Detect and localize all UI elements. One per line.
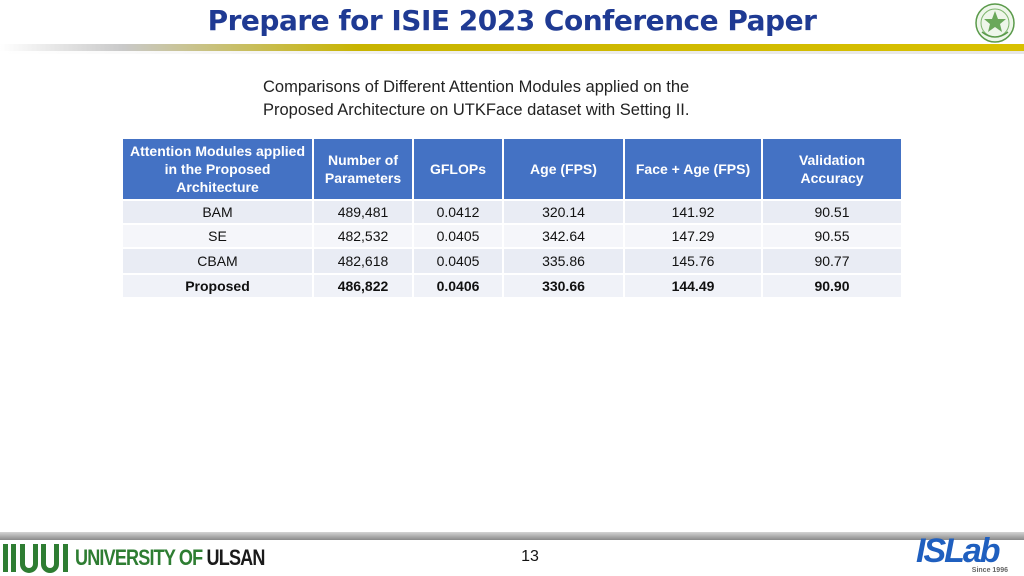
header-face-age-fps: Face + Age (FPS) (624, 139, 763, 200)
table-cell: 90.55 (762, 223, 901, 248)
table-row: CBAM 482,618 0.0405 335.86 145.76 90.77 (123, 247, 901, 274)
footer-bar (0, 532, 1024, 540)
table-cell: 145.76 (624, 247, 763, 274)
university-name-part2: ULSAN (206, 545, 266, 570)
lab-logo-subtitle: Since 1996 (971, 567, 1008, 574)
table-row: BAM 489,481 0.0412 320.14 141.92 90.51 (123, 199, 901, 224)
lab-logo-text: ISLab (916, 532, 1001, 571)
header-validation-accuracy: Validation Accuracy (762, 139, 901, 200)
lab-logo-lab: Lab (944, 532, 1000, 570)
table-header-row: Attention Modules applied in the Propose… (123, 139, 901, 200)
table-cell: 90.51 (762, 199, 901, 224)
title-accent-bar (0, 44, 1024, 51)
table-cell: 330.66 (503, 273, 625, 297)
table-cell: 489,481 (313, 199, 414, 224)
caption-line-2: Proposed Architecture on UTKFace dataset… (263, 101, 690, 119)
lab-logo-is: IS (916, 532, 946, 570)
table-cell: 342.64 (503, 223, 625, 248)
table-cell: 0.0406 (413, 273, 504, 297)
header-age-fps: Age (FPS) (503, 139, 625, 200)
table-cell: 144.49 (624, 273, 763, 297)
table-cell: BAM (123, 199, 314, 224)
university-name: UNIVERSITY OF ULSAN (75, 545, 265, 571)
table-cell: 0.0405 (413, 247, 504, 274)
table-cell: 147.29 (624, 223, 763, 248)
table-cell: 90.90 (762, 273, 901, 297)
table-cell: SE (123, 223, 314, 248)
comparison-table: Attention Modules applied in the Propose… (123, 139, 901, 297)
university-seal-icon (975, 3, 1015, 43)
table-caption: Comparisons of Different Attention Modul… (263, 76, 823, 122)
table-cell: 0.0412 (413, 199, 504, 224)
table-cell: 335.86 (503, 247, 625, 274)
university-name-part1: UNIVERSITY OF (75, 545, 203, 570)
header-gflops: GFLOPs (413, 139, 504, 200)
slide-title: Prepare for ISIE 2023 Conference Paper (207, 4, 817, 37)
table-cell: Proposed (123, 273, 314, 297)
title-accent-shadow (0, 51, 1024, 54)
table-cell: 320.14 (503, 199, 625, 224)
table-cell: 0.0405 (413, 223, 504, 248)
table-cell: 482,618 (313, 247, 414, 274)
table-cell: 90.77 (762, 247, 901, 274)
table-cell: 141.92 (624, 199, 763, 224)
page-number: 13 (521, 548, 539, 565)
table-row: SE 482,532 0.0405 342.64 147.29 90.55 (123, 223, 901, 248)
header-num-parameters: Number of Parameters (313, 139, 414, 200)
table-cell: CBAM (123, 247, 314, 274)
university-logo-bars-icon (3, 544, 68, 573)
caption-line-1: Comparisons of Different Attention Modul… (263, 78, 690, 96)
lab-logo: ISLab Since 1996 (916, 532, 1012, 574)
header-attention-modules: Attention Modules applied in the Propose… (123, 139, 314, 200)
table-cell: 486,822 (313, 273, 414, 297)
table-cell: 482,532 (313, 223, 414, 248)
table-row-proposed: Proposed 486,822 0.0406 330.66 144.49 90… (123, 273, 901, 297)
